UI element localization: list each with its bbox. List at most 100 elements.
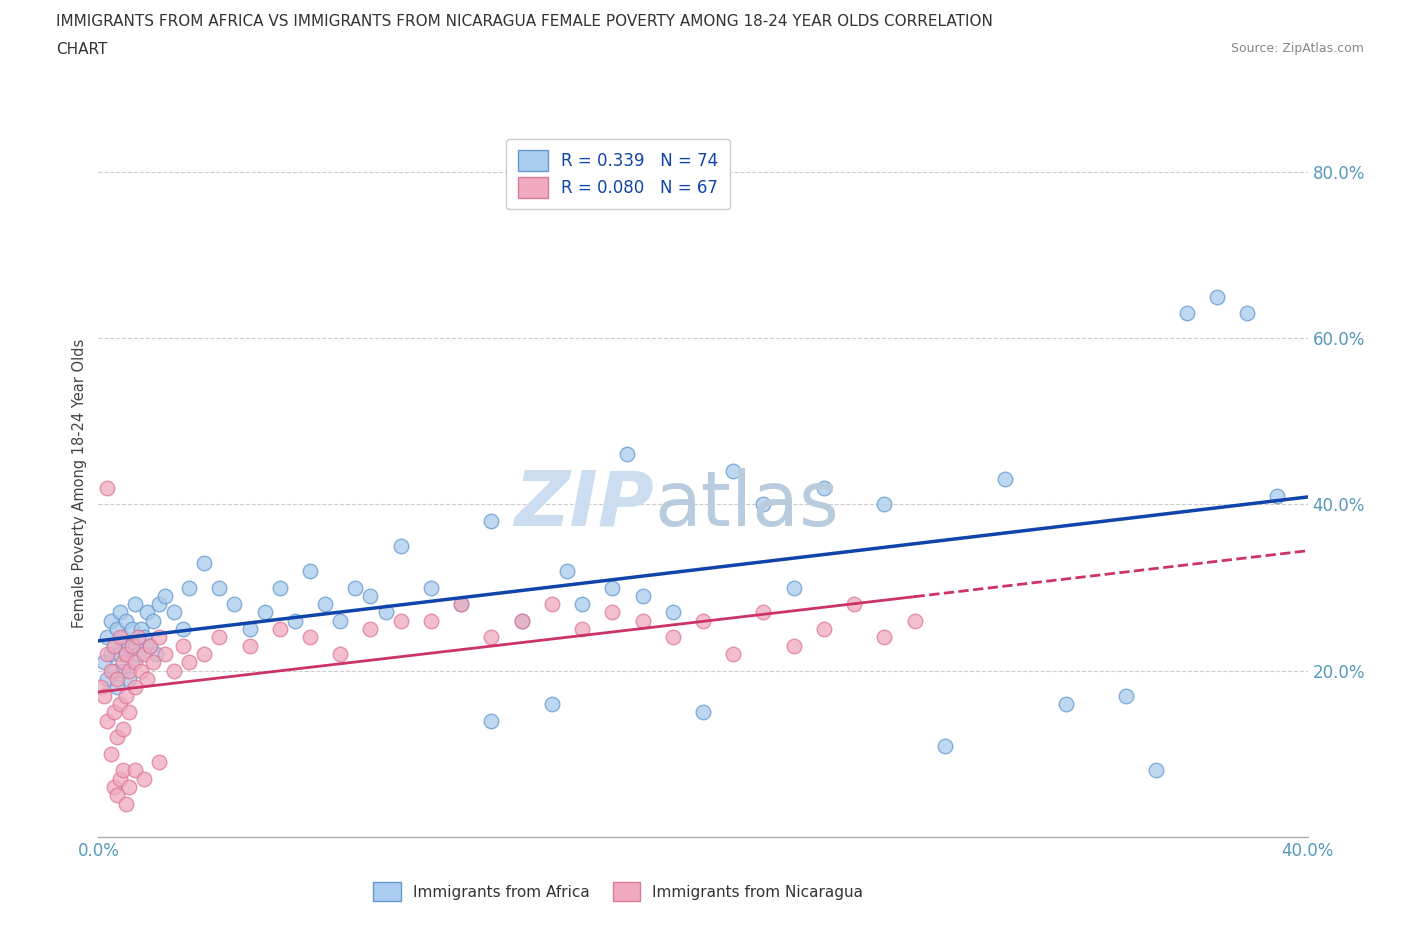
Point xyxy=(314,597,336,612)
Point xyxy=(481,713,503,728)
Point xyxy=(100,614,122,629)
Point xyxy=(135,671,157,686)
Point xyxy=(132,771,155,786)
Point xyxy=(105,621,128,636)
Point xyxy=(111,655,134,670)
Point xyxy=(1115,688,1137,703)
Point xyxy=(121,638,143,653)
Point xyxy=(934,738,956,753)
Point xyxy=(904,614,927,629)
Point xyxy=(269,621,291,636)
Point xyxy=(148,755,170,770)
Point xyxy=(540,697,562,711)
Point xyxy=(1236,306,1258,321)
Point xyxy=(118,638,141,653)
Point xyxy=(177,580,201,595)
Point xyxy=(114,688,136,703)
Point xyxy=(127,630,149,644)
Point xyxy=(172,621,194,636)
Point xyxy=(1175,306,1198,321)
Point xyxy=(555,564,578,578)
Point xyxy=(124,763,146,777)
Point xyxy=(148,630,170,644)
Point xyxy=(103,705,125,720)
Point xyxy=(105,788,128,803)
Legend: Immigrants from Africa, Immigrants from Nicaragua: Immigrants from Africa, Immigrants from … xyxy=(367,876,869,907)
Point xyxy=(450,597,472,612)
Point xyxy=(239,621,262,636)
Point xyxy=(121,655,143,670)
Point xyxy=(114,614,136,629)
Point xyxy=(129,663,152,678)
Point xyxy=(813,621,835,636)
Point xyxy=(124,597,146,612)
Point xyxy=(103,779,125,794)
Point xyxy=(481,513,503,528)
Point xyxy=(721,464,744,479)
Point xyxy=(93,688,115,703)
Point xyxy=(329,646,352,661)
Point xyxy=(96,480,118,495)
Point xyxy=(844,597,866,612)
Point xyxy=(374,605,396,620)
Point xyxy=(114,796,136,811)
Point xyxy=(127,646,149,661)
Point xyxy=(1206,289,1229,304)
Point xyxy=(111,722,134,737)
Point xyxy=(100,747,122,762)
Point xyxy=(108,697,131,711)
Point xyxy=(571,621,593,636)
Point xyxy=(1054,697,1077,711)
Point xyxy=(873,497,896,512)
Point xyxy=(269,580,291,595)
Point xyxy=(93,655,115,670)
Point xyxy=(114,646,136,661)
Point xyxy=(419,614,441,629)
Point xyxy=(540,597,562,612)
Point xyxy=(177,655,201,670)
Point xyxy=(752,497,775,512)
Point xyxy=(208,630,231,644)
Point xyxy=(661,630,683,644)
Point xyxy=(782,580,804,595)
Point xyxy=(142,655,165,670)
Point xyxy=(96,646,118,661)
Point xyxy=(135,605,157,620)
Point xyxy=(360,621,382,636)
Point xyxy=(631,589,654,604)
Point xyxy=(100,663,122,678)
Point xyxy=(108,646,131,661)
Point xyxy=(132,646,155,661)
Point xyxy=(111,630,134,644)
Point xyxy=(142,614,165,629)
Point xyxy=(118,705,141,720)
Point xyxy=(721,646,744,661)
Point xyxy=(100,646,122,661)
Point xyxy=(224,597,246,612)
Point xyxy=(253,605,276,620)
Point xyxy=(108,771,131,786)
Point xyxy=(631,614,654,629)
Point xyxy=(360,589,382,604)
Point xyxy=(124,680,146,695)
Point xyxy=(616,447,638,462)
Point xyxy=(782,638,804,653)
Point xyxy=(108,630,131,644)
Point xyxy=(148,597,170,612)
Point xyxy=(172,638,194,653)
Point xyxy=(813,480,835,495)
Point xyxy=(118,671,141,686)
Point xyxy=(450,597,472,612)
Point xyxy=(139,638,162,653)
Text: atlas: atlas xyxy=(655,468,839,542)
Point xyxy=(96,713,118,728)
Point xyxy=(873,630,896,644)
Point xyxy=(163,605,186,620)
Point xyxy=(124,655,146,670)
Point xyxy=(661,605,683,620)
Text: CHART: CHART xyxy=(56,42,108,57)
Point xyxy=(129,621,152,636)
Point xyxy=(103,638,125,653)
Point xyxy=(121,621,143,636)
Point xyxy=(299,564,322,578)
